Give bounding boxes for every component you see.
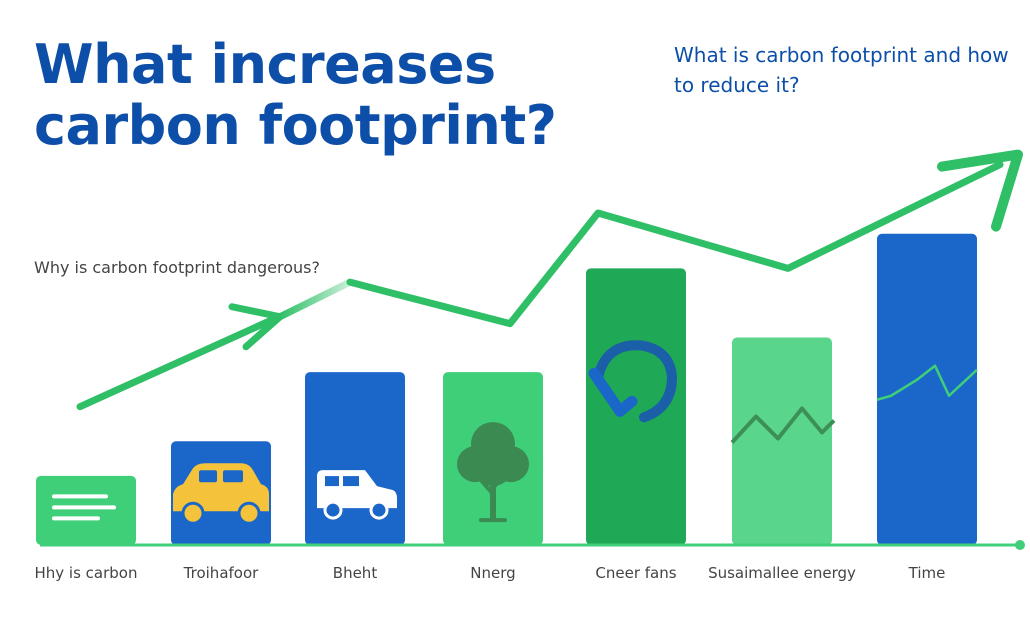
trend-segment: [276, 278, 354, 321]
car-icon: [173, 463, 269, 525]
question-text: Why is carbon footprint dangerous?: [34, 258, 320, 277]
trend-arrowhead: [937, 149, 1023, 232]
bar-group: [305, 372, 405, 545]
trend-segment: [76, 317, 274, 411]
trend-line-icon: [876, 364, 978, 401]
trend-line: [346, 161, 1004, 328]
tree-icon: [457, 422, 529, 523]
subtitle: What is carbon footprint and how to redu…: [674, 43, 1009, 97]
bar-group: [171, 441, 271, 545]
bar: [305, 372, 405, 545]
bar: [732, 337, 832, 545]
bar: [877, 233, 977, 545]
x-tick-label: Troihafoor: [183, 564, 259, 582]
bar-group: [36, 475, 136, 545]
x-tick-label: Time: [908, 564, 946, 582]
x-tick-label: Bheht: [333, 564, 378, 582]
page-title: What increases carbon footprint?: [34, 33, 557, 157]
bar-group: [876, 233, 978, 545]
document-icon: [52, 494, 116, 521]
recycle-icon: [588, 340, 678, 423]
x-tick-label: Nnerg: [470, 564, 515, 582]
x-tick-label: Cneer fans: [595, 564, 676, 582]
x-tick-label: Hhy is carbon: [35, 564, 138, 582]
bar-group: [443, 372, 543, 545]
trend-layer: [76, 149, 1023, 411]
truck-icon: [317, 470, 397, 520]
bar-group: [586, 268, 686, 545]
bar: [586, 268, 686, 545]
labels-layer: Hhy is carbon Troihafoor Bheht Nnerg Cneer f…: [35, 564, 946, 582]
x-axis-end-dot: [1015, 540, 1025, 550]
bar-group: [730, 337, 836, 545]
bar: [36, 475, 136, 545]
x-tick-label: Susaimallee energy: [708, 564, 856, 582]
zigzag-icon: [730, 406, 836, 444]
bars-layer: [36, 233, 978, 545]
